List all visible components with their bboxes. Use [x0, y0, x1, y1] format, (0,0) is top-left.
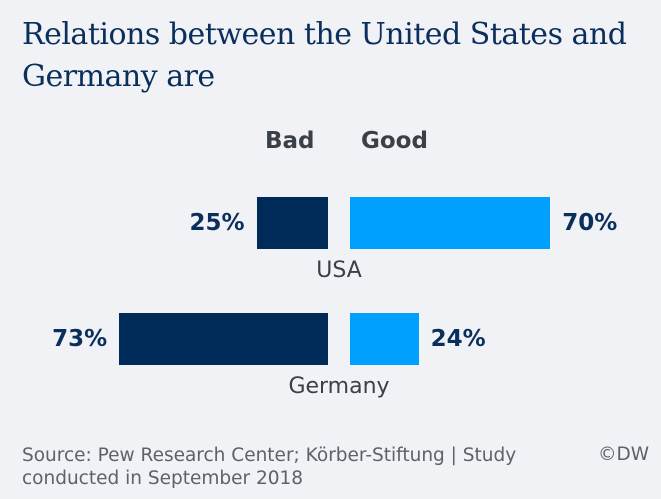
- bar-good-usa: [350, 197, 551, 249]
- label-bad-usa: 25%: [189, 210, 245, 236]
- source-note: Source: Pew Research Center; Körber-Stif…: [22, 445, 517, 489]
- label-bad-germany: 73%: [52, 326, 108, 352]
- category-label-germany: Germany: [288, 374, 390, 399]
- bar-bad-germany: [119, 313, 328, 365]
- label-good-germany: 24%: [430, 326, 486, 352]
- legend-good-header: Good: [361, 128, 428, 154]
- bar-bad-usa: [256, 197, 328, 249]
- legend-bad-header: Bad: [265, 128, 315, 154]
- chart-title: Relations between the United States and …: [22, 17, 627, 94]
- label-good-usa: 70%: [562, 210, 618, 236]
- copyright-credit: ©DW: [597, 444, 649, 465]
- bar-good-germany: [350, 313, 419, 365]
- category-label-usa: USA: [316, 258, 362, 283]
